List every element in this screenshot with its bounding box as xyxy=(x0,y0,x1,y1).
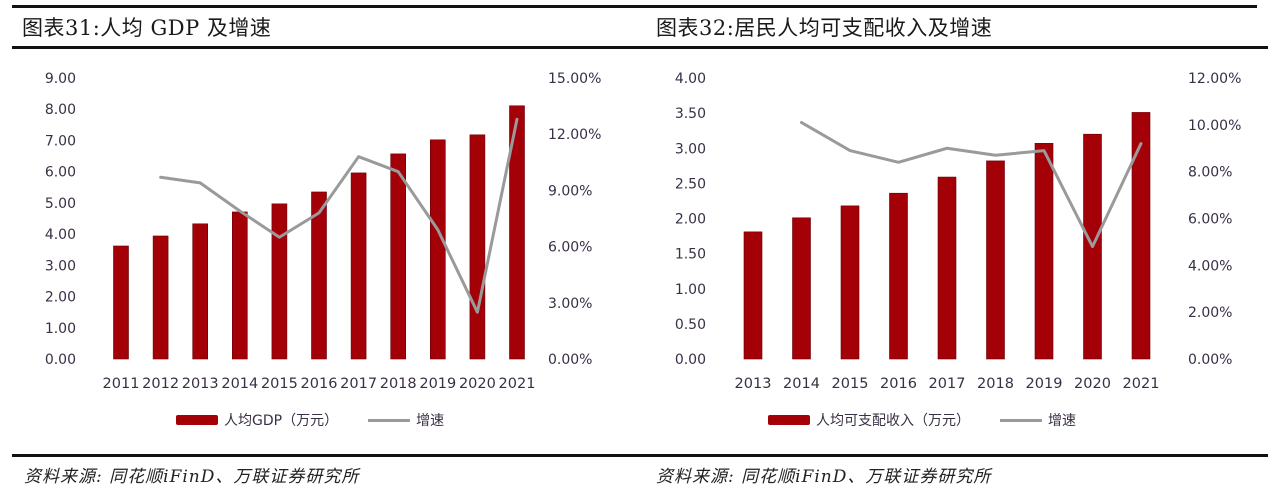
left-axis-tick: 1.50 xyxy=(675,247,706,263)
left-axis-tick: 3.00 xyxy=(45,258,76,274)
left-axis-tick: 4.00 xyxy=(45,227,76,243)
bar xyxy=(889,192,908,360)
x-axis-label: 2021 xyxy=(1123,376,1160,392)
x-axis-label: 2019 xyxy=(1026,376,1063,392)
left-axis-tick: 4.00 xyxy=(675,71,706,87)
x-axis-label: 2021 xyxy=(499,376,536,392)
left-axis-tick: 3.50 xyxy=(675,106,706,122)
x-axis-label: 2013 xyxy=(182,376,219,392)
bar xyxy=(429,139,446,360)
x-axis-label: 2015 xyxy=(832,376,869,392)
left-axis-tick: 2.00 xyxy=(675,212,706,228)
left-axis-tick: 1.00 xyxy=(45,321,76,337)
left-axis-tick: 1.00 xyxy=(675,282,706,298)
chart-panel-gdp: 图表31:人均 GDP 及增速 9.00 8.00 7.00 6.00 5.00 4.00… xyxy=(12,5,640,487)
bottom-rule xyxy=(12,454,640,457)
x-axis-label: 2012 xyxy=(142,376,179,392)
top-rule xyxy=(12,5,640,8)
right-axis-tick: 15.00% xyxy=(548,71,601,87)
legend: 人均可支配收入（万元） 增速 xyxy=(768,410,1076,430)
right-axis-tick: 9.00% xyxy=(548,183,592,199)
left-axis-tick: 0.00 xyxy=(45,352,76,368)
chart-title: 图表31:人均 GDP 及增速 xyxy=(22,16,272,40)
left-axis-tick: 0.50 xyxy=(675,317,706,333)
bottom-rule xyxy=(640,454,1268,457)
legend-bar-swatch xyxy=(768,415,810,425)
bar xyxy=(350,172,367,360)
right-axis-tick: 6.00% xyxy=(548,240,592,256)
left-axis-tick: 0.00 xyxy=(675,352,706,368)
left-axis-tick: 8.00 xyxy=(45,102,76,118)
x-axis-label: 2019 xyxy=(419,376,456,392)
left-axis-tick: 6.00 xyxy=(45,165,76,181)
x-axis-label: 2018 xyxy=(380,376,417,392)
left-axis-tick: 5.00 xyxy=(45,196,76,212)
x-axis-label: 2016 xyxy=(301,376,338,392)
source-note: 资料来源: 同花顺iFinD、万联证券研究所 xyxy=(24,467,360,487)
bar xyxy=(937,176,957,360)
x-axis-label: 2013 xyxy=(735,376,772,392)
growth-line xyxy=(159,117,519,314)
x-axis-label: 2014 xyxy=(221,376,258,392)
bar xyxy=(1034,143,1054,360)
left-axis-tick: 3.00 xyxy=(675,141,706,157)
bar xyxy=(743,231,763,360)
bar xyxy=(469,134,486,360)
legend-bar-label: 人均可支配收入（万元） xyxy=(816,413,970,429)
bar xyxy=(271,203,288,360)
legend-bar-swatch xyxy=(176,415,218,425)
right-axis-tick: 8.00% xyxy=(1188,165,1232,181)
left-axis-tick: 9.00 xyxy=(45,71,76,87)
bar xyxy=(1131,112,1151,360)
right-axis-tick: 0.00% xyxy=(548,352,592,368)
bar xyxy=(509,105,525,360)
x-axis-label: 2017 xyxy=(929,376,966,392)
x-axis-label: 2016 xyxy=(880,376,917,392)
x-axis-label: 2014 xyxy=(783,376,820,392)
bar xyxy=(840,205,860,360)
title-rule xyxy=(640,46,1268,49)
x-axis-label: 2015 xyxy=(261,376,298,392)
combo-chart-gdp: 9.00 8.00 7.00 6.00 5.00 4.00 3.00 2.00 1.00 0.00… xyxy=(45,71,602,392)
left-axis-tick: 2.00 xyxy=(45,290,76,306)
bar xyxy=(792,217,811,360)
right-axis-tick: 12.00% xyxy=(548,127,601,143)
legend-line-swatch xyxy=(1000,418,1042,422)
x-axis-label: 2018 xyxy=(977,376,1014,392)
left-axis-tick: 2.50 xyxy=(675,176,706,192)
bar xyxy=(311,191,327,360)
top-rule xyxy=(640,5,1257,8)
bar xyxy=(390,153,407,360)
combo-chart-income: 4.00 3.50 3.00 2.50 2.00 1.50 1.00 0.50 0.00 12.0… xyxy=(675,71,1242,392)
chart-panel-income: 图表32:居民人均可支配收入及增速 4.00 3.50 3.00 2.50 2.00 1.… xyxy=(640,0,1280,496)
right-axis-tick: 0.00% xyxy=(1188,352,1232,368)
right-axis-tick: 10.00% xyxy=(1188,118,1241,134)
bar xyxy=(232,211,248,360)
bar xyxy=(152,235,169,360)
bar xyxy=(192,223,208,360)
legend: 人均GDP（万元） 增速 xyxy=(176,410,444,430)
left-axis-tick: 7.00 xyxy=(45,133,76,149)
right-axis-tick: 4.00% xyxy=(1188,258,1232,274)
legend-line-swatch xyxy=(368,418,411,422)
legend-line-label: 增速 xyxy=(1048,413,1076,429)
x-axis-label: 2011 xyxy=(103,376,140,392)
right-axis-tick: 12.00% xyxy=(1188,71,1241,87)
right-axis-tick: 6.00% xyxy=(1188,212,1232,228)
x-axis-label: 2020 xyxy=(459,376,496,392)
right-axis-tick: 3.00% xyxy=(548,296,592,312)
bar xyxy=(986,160,1005,360)
source-note: 资料来源: 同花顺iFinD、万联证券研究所 xyxy=(656,467,992,487)
title-rule xyxy=(12,46,640,49)
legend-line-label: 增速 xyxy=(416,413,445,429)
right-axis-tick: 2.00% xyxy=(1188,305,1232,321)
growth-line xyxy=(800,120,1143,249)
legend-bar-label: 人均GDP（万元） xyxy=(224,413,339,429)
bar xyxy=(113,245,129,360)
x-axis-label: 2017 xyxy=(340,376,377,392)
chart-title: 图表32:居民人均可支配收入及增速 xyxy=(656,16,993,40)
x-axis-label: 2020 xyxy=(1074,376,1111,392)
